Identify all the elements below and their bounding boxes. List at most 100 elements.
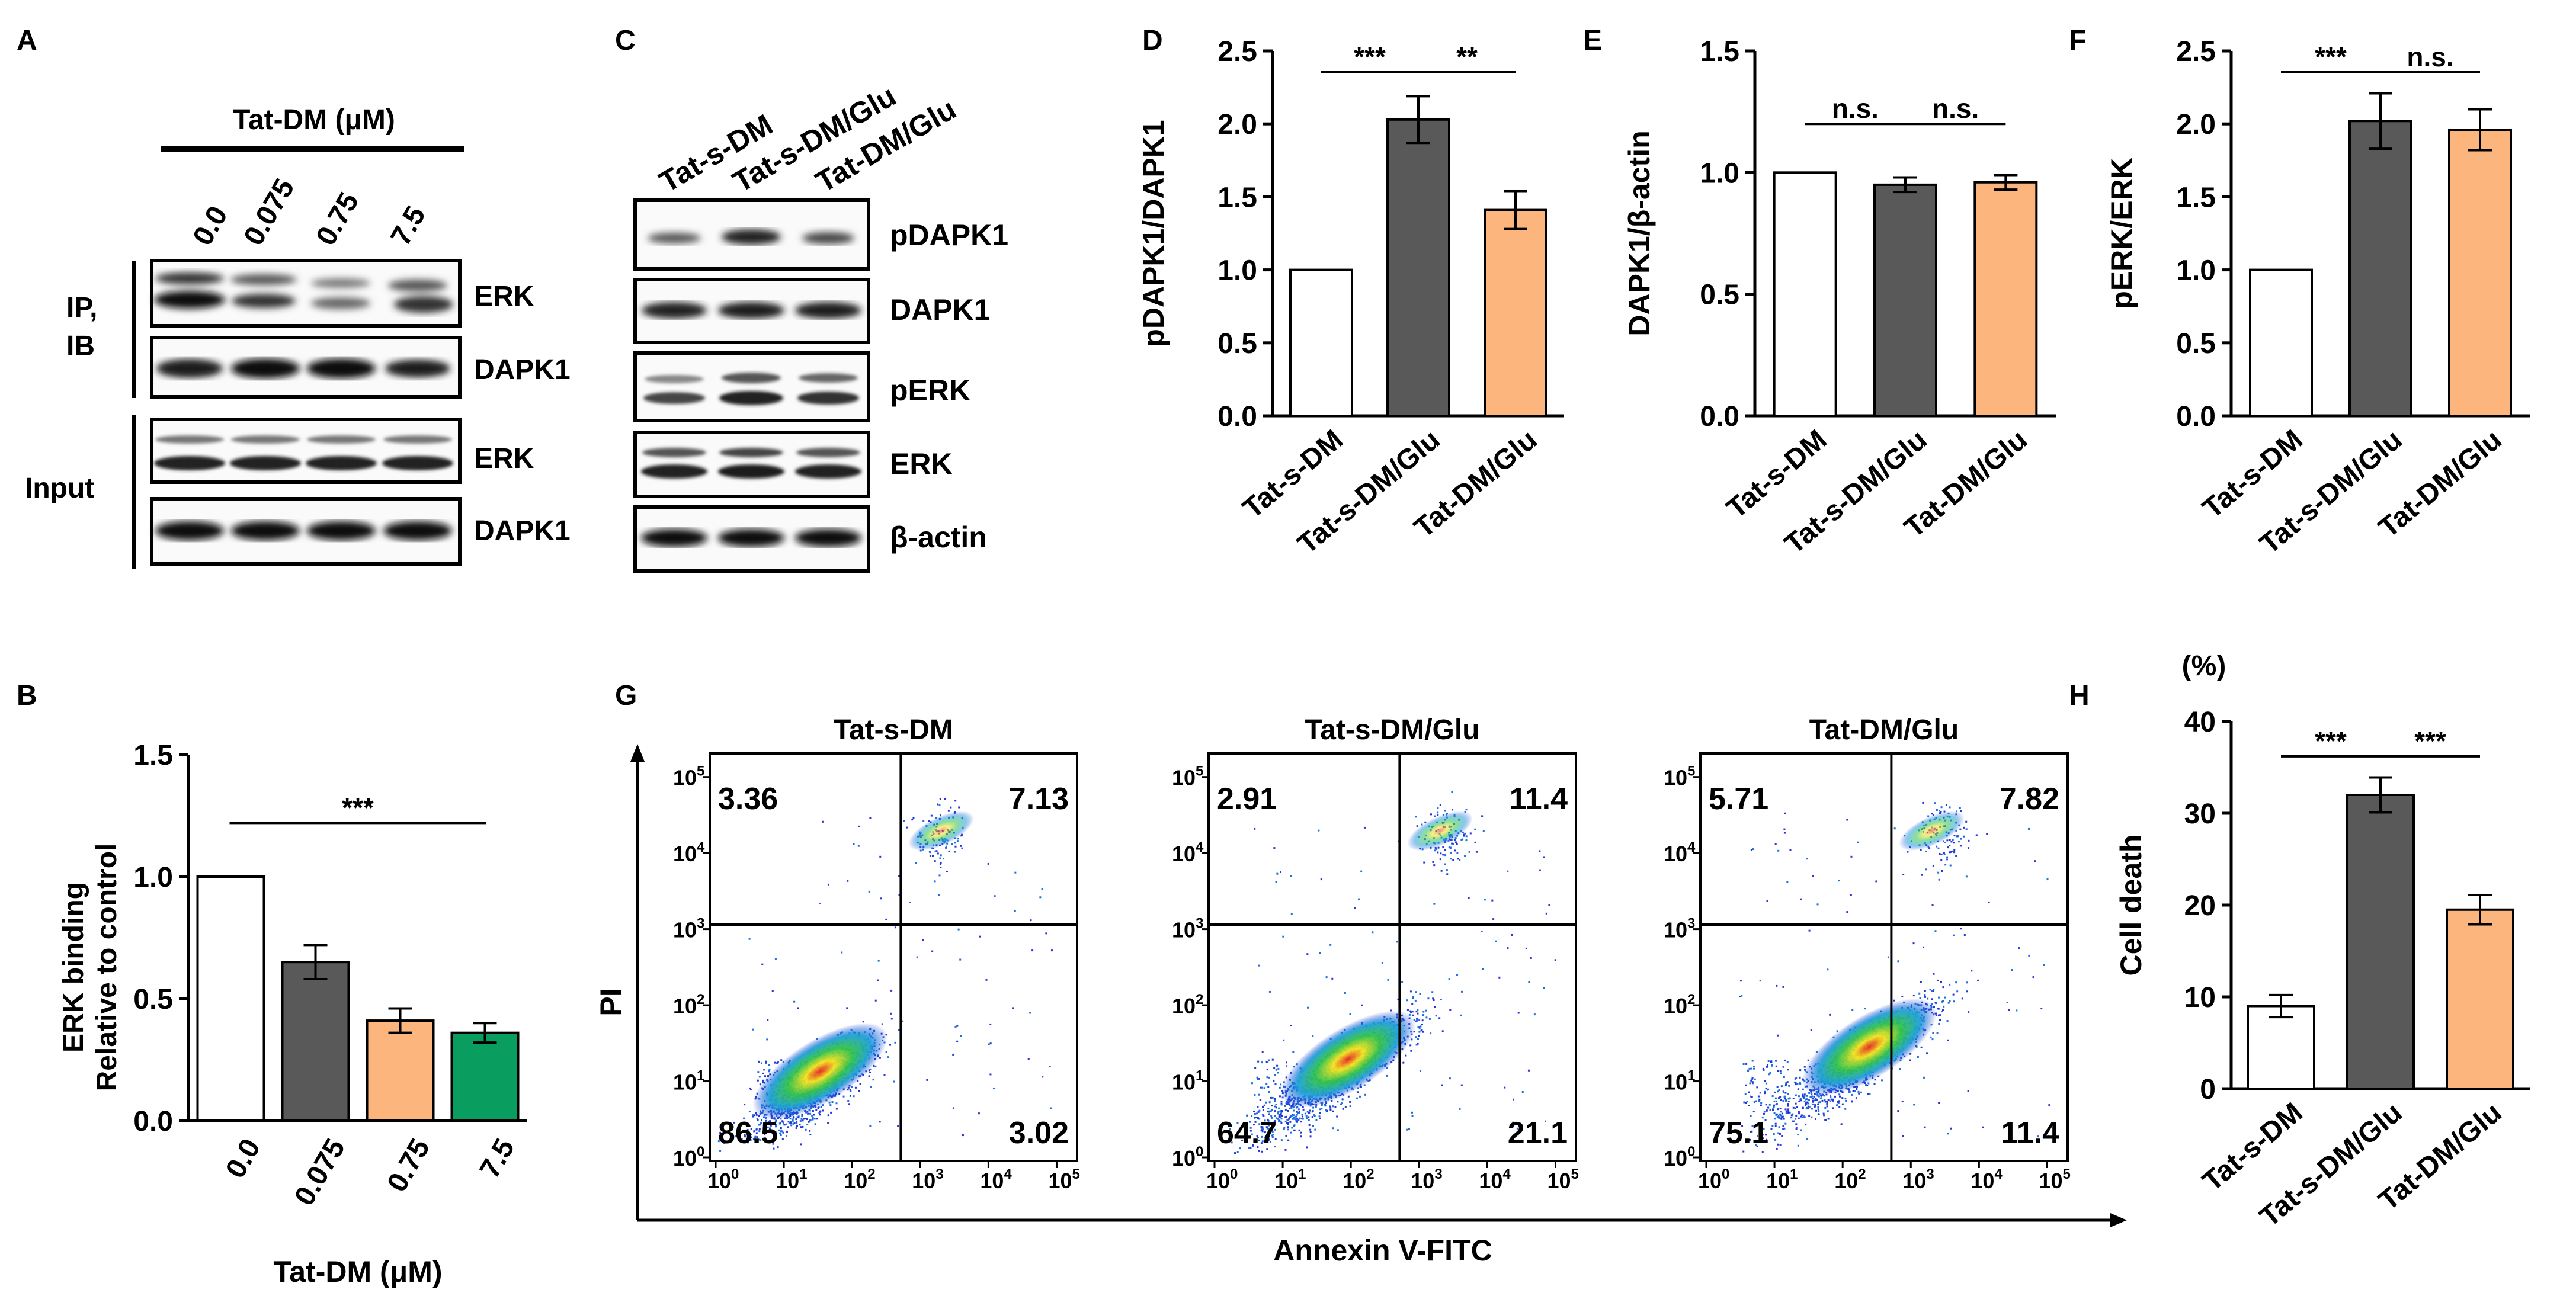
event-dot (1254, 1093, 1256, 1096)
event-dot (1776, 1147, 1778, 1150)
event-dot (2006, 1002, 2008, 1004)
y-tick-label: 2.5 (1217, 36, 1257, 68)
event-dot (1949, 806, 1951, 809)
event-dot (1457, 858, 1459, 860)
x-tick-label: 100 (1698, 1166, 1729, 1193)
event-dot (1417, 1012, 1419, 1015)
event-dot (1292, 1125, 1295, 1127)
event-dot (1292, 1109, 1295, 1112)
event-dot (1803, 1095, 1806, 1098)
event-dot (1784, 1122, 1787, 1125)
event-dot (1968, 1011, 1970, 1013)
x-tick-label: 0.0 (220, 1134, 267, 1183)
panel-g: G Annexin V-FITC PI Tat-s-DM3.36 7.1386.5… (594, 680, 2127, 1267)
event-dot (1982, 1126, 1984, 1128)
event-dot (1287, 1126, 1289, 1128)
event-dot (1821, 1099, 1824, 1102)
event-dot (1785, 1083, 1787, 1086)
density-core (1407, 811, 1473, 851)
event-dot (1800, 1114, 1803, 1117)
event-dot (957, 928, 960, 931)
event-dot (767, 1121, 770, 1123)
event-dot (1790, 1117, 1793, 1119)
event-dot (1945, 804, 1947, 806)
event-dot (723, 1142, 726, 1144)
event-dot (1787, 1093, 1789, 1095)
event-dot (1784, 1092, 1787, 1094)
event-dot (783, 1124, 786, 1126)
event-dot (1267, 1107, 1270, 1109)
event-dot (1260, 1125, 1263, 1128)
event-dot (1289, 1121, 1292, 1123)
event-dot (1050, 949, 1053, 952)
event-dot (775, 1131, 777, 1134)
event-dot (1764, 1090, 1766, 1093)
event-dot (1838, 880, 1840, 882)
event-dot (1268, 1091, 1270, 1093)
event-dot (1318, 829, 1320, 832)
event-dot (1300, 1121, 1302, 1123)
event-dot (1446, 873, 1449, 875)
event-dot (1780, 1085, 1783, 1088)
event-dot (1941, 1009, 1944, 1011)
event-dot (1782, 986, 1784, 988)
event-dot (1925, 868, 1927, 871)
event-dot (1777, 1108, 1779, 1111)
event-dot (758, 1128, 761, 1130)
event-dot (1943, 853, 1946, 855)
event-dot (1932, 813, 1934, 816)
event-dot (1290, 1105, 1293, 1108)
event-dot (1453, 839, 1456, 841)
event-dot (1942, 986, 1944, 989)
event-dot (1337, 1129, 1339, 1131)
event-dot (1396, 941, 1398, 943)
event-dot (890, 989, 893, 992)
event-dot (1284, 1105, 1286, 1107)
event-dot (1952, 839, 1954, 841)
event-dot (767, 1019, 769, 1021)
event-dot (841, 951, 843, 954)
event-dot (1462, 838, 1464, 841)
event-dot (822, 1109, 824, 1112)
event-dot (1282, 935, 1284, 938)
event-dot (1262, 1109, 1264, 1111)
event-dot (1926, 1052, 1928, 1054)
event-dot (1751, 1096, 1753, 1098)
event-dot (1917, 1056, 1919, 1058)
event-dot (1261, 1051, 1264, 1053)
event-dot (1800, 1129, 1802, 1131)
event-dot (1947, 1002, 1950, 1004)
event-dot (1314, 1128, 1316, 1131)
event-dot (1449, 1009, 1452, 1011)
event-dot (815, 1109, 818, 1111)
event-dot (1920, 849, 1922, 851)
event-dot (744, 1135, 746, 1138)
event-dot (1280, 1104, 1283, 1106)
flow-plot-title: Tat-s-DM/Glu (1305, 714, 1479, 746)
event-dot (1257, 1078, 1259, 1080)
event-dot (1762, 1067, 1764, 1070)
event-dot (738, 1133, 740, 1135)
event-dot (1325, 1109, 1327, 1111)
event-dot (1334, 1106, 1337, 1108)
event-dot (1802, 1107, 1804, 1109)
event-dot (1749, 1138, 1751, 1141)
event-dot (922, 820, 925, 823)
event-dot (1293, 1114, 1295, 1117)
event-dot (803, 1118, 805, 1120)
event-dot (793, 1122, 796, 1124)
event-dot (1436, 848, 1438, 851)
event-dot (946, 870, 949, 872)
event-dot (827, 1114, 829, 1117)
event-dot (774, 958, 777, 960)
event-dot (1279, 1110, 1281, 1112)
event-dot (1947, 846, 1949, 849)
event-dot (1332, 1127, 1334, 1130)
event-dot (1752, 1067, 1755, 1070)
event-dot (1772, 1108, 1774, 1111)
event-dot (881, 1023, 883, 1025)
event-dot (1360, 870, 1363, 872)
event-dot (1809, 1096, 1812, 1098)
event-dot (1752, 1111, 1755, 1113)
event-dot (773, 1132, 775, 1134)
